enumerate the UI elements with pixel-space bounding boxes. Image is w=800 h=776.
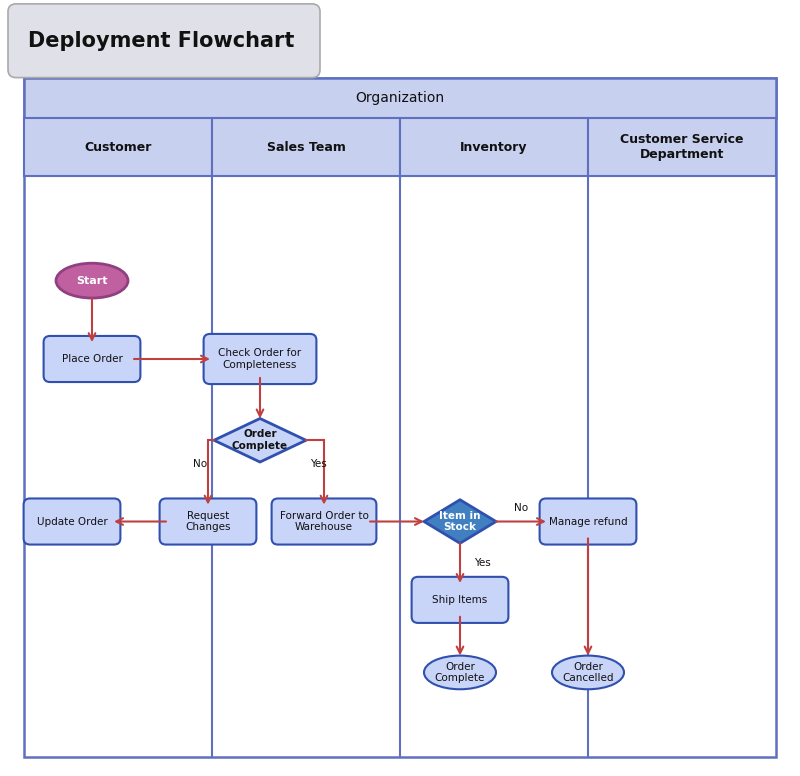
Text: Order
Cancelled: Order Cancelled <box>562 662 614 683</box>
FancyBboxPatch shape <box>539 498 637 545</box>
Ellipse shape <box>552 656 624 689</box>
Text: Request
Changes: Request Changes <box>186 511 230 532</box>
Text: No: No <box>194 459 208 469</box>
Text: Deployment Flowchart: Deployment Flowchart <box>28 31 294 50</box>
Ellipse shape <box>424 656 496 689</box>
FancyBboxPatch shape <box>24 78 776 118</box>
Text: Order
Complete: Order Complete <box>435 662 485 683</box>
FancyBboxPatch shape <box>203 334 317 384</box>
Text: Sales Team: Sales Team <box>266 140 346 154</box>
Text: Inventory: Inventory <box>460 140 528 154</box>
Text: Check Order for
Completeness: Check Order for Completeness <box>218 348 302 370</box>
Polygon shape <box>214 418 306 462</box>
Text: Order
Complete: Order Complete <box>232 429 288 451</box>
Text: Yes: Yes <box>310 459 326 469</box>
Text: Start: Start <box>76 275 108 286</box>
FancyBboxPatch shape <box>160 498 256 545</box>
FancyBboxPatch shape <box>411 577 509 623</box>
Text: Forward Order to
Warehouse: Forward Order to Warehouse <box>279 511 369 532</box>
FancyBboxPatch shape <box>8 4 320 78</box>
FancyBboxPatch shape <box>588 118 776 176</box>
FancyBboxPatch shape <box>24 498 120 545</box>
FancyBboxPatch shape <box>212 118 400 176</box>
Text: Customer: Customer <box>84 140 152 154</box>
FancyBboxPatch shape <box>24 78 776 757</box>
Text: Ship Items: Ship Items <box>432 595 488 605</box>
Text: Manage refund: Manage refund <box>549 517 627 527</box>
Ellipse shape <box>56 263 128 298</box>
Polygon shape <box>424 500 496 543</box>
Text: Update Order: Update Order <box>37 517 107 527</box>
FancyBboxPatch shape <box>272 498 377 545</box>
Text: No: No <box>514 503 528 513</box>
FancyBboxPatch shape <box>400 118 588 176</box>
Text: Organization: Organization <box>355 91 445 105</box>
Text: Customer Service
Department: Customer Service Department <box>620 133 744 161</box>
Text: Item in
Stock: Item in Stock <box>439 511 481 532</box>
Text: Place Order: Place Order <box>62 354 122 364</box>
FancyBboxPatch shape <box>43 336 140 382</box>
Text: Yes: Yes <box>474 558 491 568</box>
FancyBboxPatch shape <box>24 118 212 176</box>
